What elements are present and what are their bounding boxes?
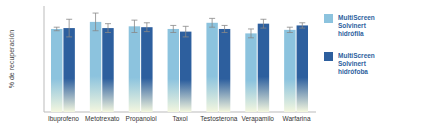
error-cap <box>170 25 176 26</box>
bar <box>129 26 140 112</box>
bar <box>90 22 101 112</box>
legend-line: hidrófila <box>338 30 364 37</box>
error-bar <box>131 20 137 32</box>
error-cap <box>222 25 228 26</box>
legend-line: hidrófoba <box>338 68 368 75</box>
error-line <box>302 23 303 28</box>
legend-swatch <box>324 52 333 61</box>
error-bar <box>248 29 254 38</box>
error-cap <box>93 30 99 31</box>
error-line <box>263 19 264 28</box>
error-line <box>212 18 213 27</box>
error-line <box>224 25 225 32</box>
x-tick-label: Warfarina <box>283 115 311 122</box>
error-cap <box>183 36 189 37</box>
bar <box>206 23 217 112</box>
chart-root: % de recuperación Ibuprofeno Metotrexato Pr… <box>0 0 424 126</box>
error-cap <box>144 22 150 23</box>
error-cap <box>248 37 254 38</box>
bar <box>245 33 256 112</box>
legend: MultiScreenSolvinerthidrófilaMultiScreen… <box>324 14 375 75</box>
error-line <box>250 29 251 38</box>
error-bar <box>144 23 150 32</box>
x-tick-label: Testosterona <box>200 115 238 122</box>
error-cap <box>105 23 111 24</box>
error-bar <box>93 13 99 31</box>
error-bar <box>287 27 293 32</box>
error-line <box>289 27 290 32</box>
error-bar <box>170 25 176 32</box>
error-cap <box>131 20 137 21</box>
error-cap <box>131 32 137 33</box>
error-cap <box>66 36 72 37</box>
error-bar <box>299 23 305 28</box>
error-cap <box>260 28 266 29</box>
legend-line: Solvinert <box>338 60 367 67</box>
bar <box>102 28 113 112</box>
legend-line: MultiScreen <box>338 52 375 59</box>
error-cap <box>209 18 215 19</box>
error-cap <box>93 13 99 14</box>
error-bar <box>54 27 60 31</box>
y-axis-label: % de recuperación <box>8 30 16 88</box>
error-cap <box>144 31 150 32</box>
error-cap <box>248 28 254 29</box>
error-cap <box>260 19 266 20</box>
error-line <box>108 24 109 33</box>
error-cap <box>170 32 176 33</box>
error-cap <box>299 22 305 23</box>
error-bar <box>105 24 111 33</box>
legend-label: MultiScreenSolvinerthidrófila <box>338 14 375 37</box>
plot-area <box>51 13 308 112</box>
error-bar <box>183 26 189 37</box>
error-bar <box>66 19 72 37</box>
error-cap <box>209 27 215 28</box>
legend-swatch <box>324 14 333 23</box>
x-tick-label: Ibuprofeno <box>48 115 79 123</box>
error-cap <box>105 32 111 33</box>
error-cap <box>287 27 293 28</box>
error-cap <box>299 28 305 29</box>
error-cap <box>222 32 228 33</box>
error-line <box>185 26 186 37</box>
error-line <box>146 23 147 32</box>
legend-line: Solvinert <box>338 22 367 29</box>
x-tick-label: Taxol <box>172 115 188 122</box>
bar <box>168 29 179 112</box>
bar <box>63 28 74 112</box>
bar <box>219 29 230 112</box>
x-tick-label: Verapamilo <box>241 115 274 123</box>
bar <box>180 32 191 112</box>
bar <box>51 29 62 112</box>
error-bar <box>222 25 228 32</box>
error-line <box>134 20 135 32</box>
error-line <box>95 13 96 31</box>
error-line <box>56 27 57 31</box>
bar <box>258 24 269 112</box>
bar <box>141 27 152 112</box>
x-tick-label: Propanolol <box>126 115 158 123</box>
error-cap <box>66 19 72 20</box>
x-tick-label: Metotrexato <box>85 115 120 122</box>
bar <box>297 25 308 112</box>
legend-line: MultiScreen <box>338 14 375 21</box>
error-line <box>173 25 174 32</box>
y-axis-line <box>44 6 45 112</box>
error-cap <box>54 30 60 31</box>
error-line <box>69 19 70 37</box>
error-cap <box>183 26 189 27</box>
error-cap <box>54 27 60 28</box>
error-bar <box>209 18 215 27</box>
bar <box>284 30 295 112</box>
legend-label: MultiScreenSolvinerthidrófoba <box>338 52 375 75</box>
error-cap <box>287 32 293 33</box>
chart-svg: % de recuperación Ibuprofeno Metotrexato Pr… <box>0 0 424 126</box>
error-bar <box>260 19 266 28</box>
